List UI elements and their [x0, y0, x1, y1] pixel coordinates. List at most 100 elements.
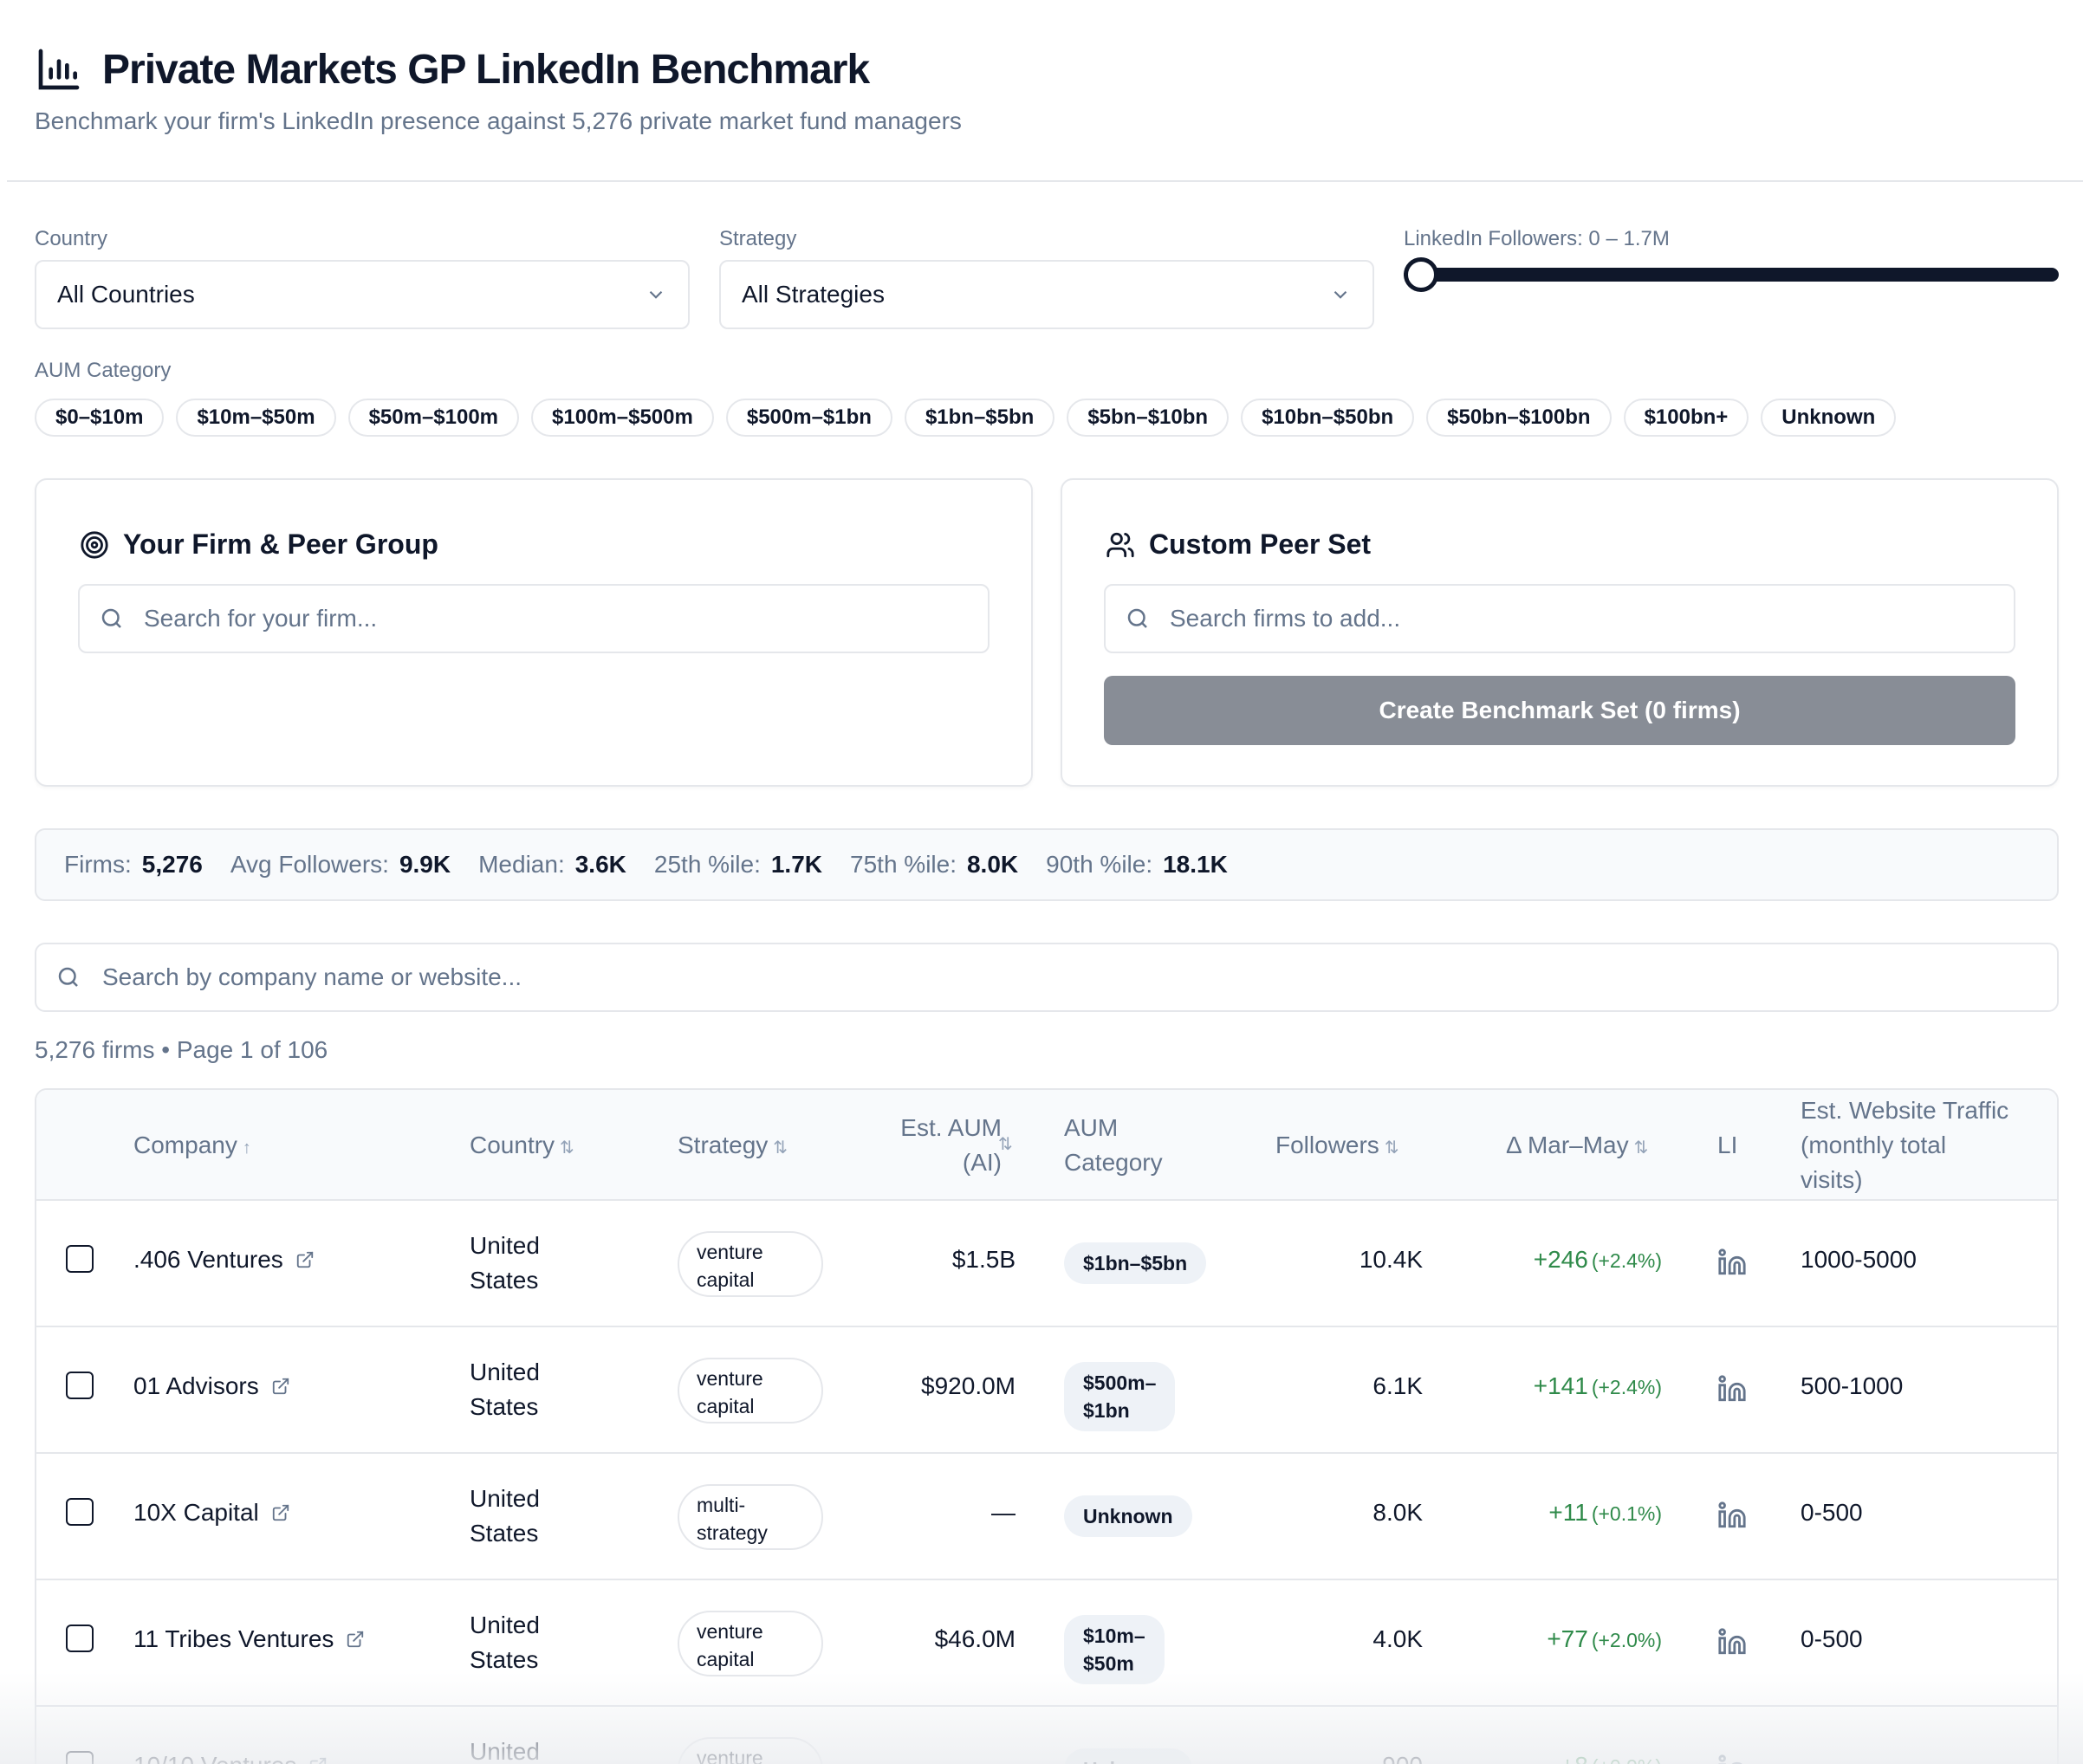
aum-chip[interactable]: $10bn–$50bn [1241, 399, 1415, 437]
delta-cell: +77 (+2.0%) [1547, 1625, 1662, 1652]
aum-cell: $46.0M [934, 1625, 1016, 1652]
firms-table: Company ↑ Country ⇅ Strategy ⇅ Est. AUM (AI)… [35, 1088, 2059, 1764]
external-link-icon[interactable] [271, 1377, 290, 1396]
table-row[interactable]: 10X Capital United States multi-strategy — Un… [36, 1454, 2057, 1580]
aum-category-badge: Unknown [1064, 1748, 1192, 1764]
company-search-input[interactable]: Search by company name or website... [35, 943, 2059, 1012]
delta-cell: +141 (+2.4%) [1533, 1372, 1662, 1399]
linkedin-icon[interactable] [1717, 1627, 1747, 1657]
header-country[interactable]: Country ⇅ [470, 1132, 574, 1158]
header-followers[interactable]: Followers ⇅ [1275, 1132, 1399, 1158]
delta-cell: +11 (+0.1%) [1548, 1499, 1662, 1526]
sort-icon: ⇅ [998, 1135, 1013, 1154]
aum-chip[interactable]: $100m–$500m [531, 399, 714, 437]
country-cell: United States [470, 1485, 540, 1547]
company-name[interactable]: 11 Tribes Ventures [133, 1625, 365, 1653]
external-link-icon[interactable] [295, 1250, 315, 1269]
aum-chip[interactable]: $1bn–$5bn [904, 399, 1055, 437]
country-cell: United States [470, 1232, 540, 1294]
strategy-pill: venture capital [678, 1611, 823, 1676]
external-link-icon[interactable] [271, 1503, 290, 1522]
aum-category-badge: $10m– $50m [1064, 1615, 1165, 1684]
aum-cell: — [991, 1499, 1016, 1526]
header-delta[interactable]: Δ Mar–May ⇅ [1506, 1132, 1649, 1158]
page-subtitle: Benchmark your firm's LinkedIn presence … [35, 107, 962, 134]
aum-category-badge: $1bn–$5bn [1064, 1242, 1207, 1284]
page-header: Private Markets GP LinkedIn Benchmark Be… [7, 0, 2083, 182]
target-icon [81, 530, 108, 559]
traffic-cell: 500-1000 [1801, 1372, 1904, 1399]
aum-chip[interactable]: $0–$10m [35, 399, 165, 437]
sort-icon: ⇅ [560, 1138, 574, 1158]
header-aum-category: AUM Category [1064, 1114, 1163, 1176]
followers-cell: 8.0K [1372, 1499, 1423, 1526]
stat-median: Median: 3.6K [478, 851, 626, 878]
stat-avg-followers: Avg Followers: 9.9K [230, 851, 451, 878]
row-checkbox[interactable] [66, 1751, 94, 1764]
strategy-label: Strategy [719, 227, 797, 250]
custom-peer-card: Custom Peer Set Search firms to add... C… [1061, 478, 2059, 787]
strategy-select-value: All Strategies [742, 281, 885, 308]
strategy-pill: venture capital [678, 1231, 823, 1297]
aum-category-label: AUM Category [35, 359, 172, 382]
sort-icon: ⇅ [1633, 1138, 1649, 1158]
linkedin-icon[interactable] [1717, 1374, 1747, 1404]
aum-chip[interactable]: $10m–$50m [176, 399, 336, 437]
company-name[interactable]: 01 Advisors [133, 1372, 290, 1400]
linkedin-icon[interactable] [1717, 1754, 1747, 1764]
row-checkbox[interactable] [66, 1498, 94, 1526]
traffic-cell: 0-500 [1801, 1625, 1863, 1652]
company-name[interactable]: 10/10 Ventures [133, 1752, 328, 1764]
strategy-select[interactable]: All Strategies [719, 260, 1374, 329]
table-row[interactable]: 01 Advisors United States venture capital $92… [36, 1327, 2057, 1454]
row-checkbox[interactable] [66, 1372, 94, 1399]
aum-chip[interactable]: $500m–$1bn [725, 399, 892, 437]
search-icon [1127, 608, 1147, 628]
followers-slider-handle[interactable] [1404, 257, 1438, 292]
aum-chip[interactable]: $5bn–$10bn [1067, 399, 1230, 437]
page-title: Private Markets GP LinkedIn Benchmark [102, 46, 870, 93]
users-icon [1106, 532, 1134, 557]
linkedin-icon[interactable] [1717, 1248, 1747, 1277]
sort-asc-icon: ↑ [242, 1138, 251, 1158]
stat-75th: 75th %ile: 8.0K [850, 851, 1019, 878]
aum-chip[interactable]: Unknown [1761, 399, 1897, 437]
firm-search-placeholder: Search for your firm... [144, 605, 378, 632]
aum-chip[interactable]: $50bn–$100bn [1426, 399, 1612, 437]
peer-search-placeholder: Search firms to add... [1170, 605, 1401, 632]
strategy-pill: venture [678, 1737, 823, 1764]
external-link-icon[interactable] [308, 1756, 328, 1764]
header-strategy[interactable]: Strategy ⇅ [678, 1132, 788, 1158]
sort-icon: ⇅ [1384, 1138, 1399, 1158]
aum-category-badge: $500m– $1bn [1064, 1362, 1176, 1431]
country-select[interactable]: All Countries [35, 260, 690, 329]
results-summary: 5,276 firms • Page 1 of 106 [35, 1036, 328, 1063]
firm-search-input[interactable]: Search for your firm... [78, 584, 990, 653]
country-cell: United [470, 1738, 540, 1764]
external-link-icon[interactable] [346, 1630, 365, 1649]
header-company[interactable]: Company ↑ [133, 1132, 251, 1158]
create-benchmark-button[interactable]: Create Benchmark Set (0 firms) [1104, 676, 2015, 745]
aum-chip[interactable]: $50m–$100m [347, 399, 520, 437]
custom-peer-card-title: Custom Peer Set [1106, 529, 1371, 561]
company-name[interactable]: 10X Capital [133, 1499, 290, 1527]
stat-25th: 25th %ile: 1.7K [653, 851, 823, 878]
country-cell: United States [470, 1359, 540, 1420]
your-firm-card-title: Your Firm & Peer Group [80, 529, 438, 561]
header-aum[interactable]: Est. AUM (AI) [900, 1114, 1002, 1176]
row-checkbox[interactable] [66, 1625, 94, 1652]
company-search-placeholder: Search by company name or website... [102, 963, 522, 990]
followers-cell: 6.1K [1372, 1372, 1423, 1399]
followers-slider-track[interactable] [1404, 268, 2059, 282]
table-row[interactable]: .406 Ventures United States venture capital $… [36, 1201, 2057, 1327]
table-row[interactable]: 11 Tribes Ventures United States venture cap… [36, 1580, 2057, 1707]
peer-search-input[interactable]: Search firms to add... [1104, 584, 2015, 653]
table-row[interactable]: 10/10 Ventures United venture Unknown 900 +8(… [36, 1707, 2057, 1764]
row-checkbox[interactable] [66, 1245, 94, 1273]
linkedin-icon[interactable] [1717, 1501, 1747, 1530]
company-name[interactable]: .406 Ventures [133, 1246, 315, 1274]
search-icon [101, 608, 121, 628]
aum-chip[interactable]: $100bn+ [1623, 399, 1749, 437]
header-traffic: Est. Website Traffic (monthly total visits… [1801, 1097, 2009, 1193]
